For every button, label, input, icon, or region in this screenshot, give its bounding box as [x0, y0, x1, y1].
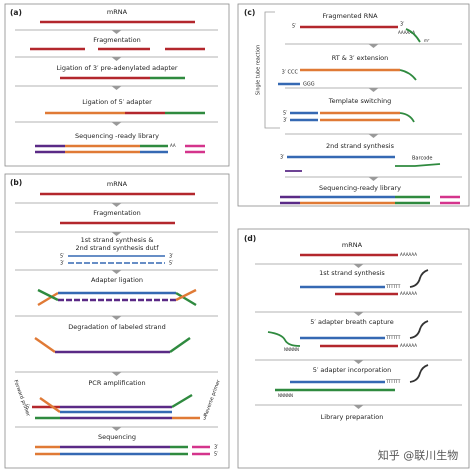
step-label: Fragmentation	[93, 36, 140, 44]
strand	[175, 291, 197, 307]
step-label: 5′ adapter incorporation	[313, 366, 392, 374]
step-label: RT & 3′ extension	[332, 54, 389, 62]
step-arrow	[353, 360, 364, 364]
strand	[395, 163, 441, 167]
strand	[34, 337, 56, 353]
step-arrow	[368, 134, 379, 138]
end-label: 5′	[60, 254, 65, 260]
step-arrow	[353, 405, 364, 409]
step-label: Adapter ligation	[91, 276, 143, 284]
step-arrow	[111, 86, 122, 90]
step-label: 1st strand synthesis &	[81, 236, 154, 244]
step-label: Ligation of 5′ adapter	[82, 98, 152, 106]
step-label: 5′ adapter breath capture	[310, 318, 393, 326]
end-label: 5′	[292, 24, 297, 30]
seq-label: NNNNN	[284, 347, 299, 352]
strand	[37, 288, 59, 302]
step-arrow	[111, 30, 122, 34]
seq-label: TTTTTT	[385, 284, 401, 289]
panel-label: (d)	[244, 234, 256, 243]
end-label: 3′	[60, 261, 65, 267]
strand	[405, 28, 421, 43]
seq-label: NNNNN	[278, 393, 293, 398]
step-label: Fragmented RNA	[322, 12, 378, 20]
step-arrow	[111, 122, 122, 126]
panel-frame	[237, 3, 470, 207]
panel-frame	[4, 173, 230, 469]
panel-frame	[237, 228, 470, 469]
strand	[399, 112, 415, 123]
step-label: Sequencing -ready library	[75, 132, 159, 140]
primer-label: Reverse primer	[203, 378, 222, 417]
bracket-note: Single tube reaction	[256, 45, 262, 95]
step-arrow	[111, 57, 122, 61]
step-arrow	[111, 203, 122, 207]
step-label: Template switching	[328, 97, 392, 105]
panel-label: (a)	[10, 8, 22, 17]
panel-label: (c)	[244, 8, 255, 17]
end-label: 3′	[400, 22, 405, 28]
strand	[409, 269, 429, 288]
seq-label: TTTTTT	[385, 379, 401, 384]
strand	[267, 331, 301, 347]
end-label: 3′	[214, 445, 219, 451]
seq-label: m⁷	[424, 38, 430, 43]
step-arrow	[111, 270, 122, 274]
seq-label: AAAAAA	[400, 252, 417, 257]
end-label: 3′	[283, 118, 288, 124]
step-label: Fragmentation	[93, 209, 140, 217]
step-arrow	[368, 44, 379, 48]
step-arrow	[368, 88, 379, 92]
strand	[264, 11, 280, 129]
watermark: 知乎 @联川生物	[378, 448, 459, 462]
step-arrow	[111, 316, 122, 320]
strand	[37, 291, 59, 307]
step-label: PCR amplification	[88, 379, 145, 387]
panel-frame	[4, 3, 230, 167]
seq-label: AAAAAA	[400, 291, 417, 296]
end-label: 5′	[283, 111, 288, 117]
end-label: 3′	[169, 254, 174, 260]
barcode-label: Barcode	[412, 156, 433, 162]
seq-label: TTTTTT	[385, 335, 401, 340]
end-label: 3′	[203, 416, 208, 422]
step-arrow	[368, 177, 379, 181]
strand	[175, 288, 197, 302]
step-label: mRNA	[342, 241, 363, 249]
seq-label: AAAAAA	[400, 343, 417, 348]
end-label: 5′	[26, 405, 31, 411]
strand	[399, 69, 417, 81]
step-label: mRNA	[107, 180, 128, 188]
step-label: 2nd strand synthesis dutf	[75, 244, 159, 252]
step-label: Ligation of 3′ pre-adenylated adapter	[56, 64, 177, 72]
strand	[409, 320, 429, 339]
seq-label: GGG	[303, 82, 315, 88]
step-label: mRNA	[107, 8, 128, 16]
step-label: 1st strand synthesis	[319, 269, 385, 277]
step-arrow	[111, 232, 122, 236]
step-label: 2nd strand synthesis	[326, 142, 395, 150]
end-label: 5′	[214, 452, 219, 458]
seq-label: AA	[170, 143, 176, 148]
step-label: Library preparation	[321, 413, 384, 421]
step-arrow	[353, 312, 364, 316]
step-label: Degradation of labeled strand	[68, 323, 166, 331]
seq-label: 3′ CCC	[282, 70, 299, 76]
step-label: Sequencing	[98, 433, 136, 441]
step-arrow	[111, 427, 122, 431]
panel-label: (b)	[10, 178, 22, 187]
strand	[409, 364, 429, 383]
strand	[169, 337, 191, 353]
step-arrow	[111, 372, 122, 376]
strand	[171, 393, 193, 409]
primer-label: Forward primer	[12, 379, 31, 418]
step-label: Sequencing-ready library	[319, 184, 401, 192]
end-label: 3′	[280, 155, 285, 161]
strand	[39, 397, 61, 413]
seq-label: AAAAAA	[398, 30, 415, 35]
end-label: 5′	[169, 261, 174, 267]
step-arrow	[353, 264, 364, 268]
